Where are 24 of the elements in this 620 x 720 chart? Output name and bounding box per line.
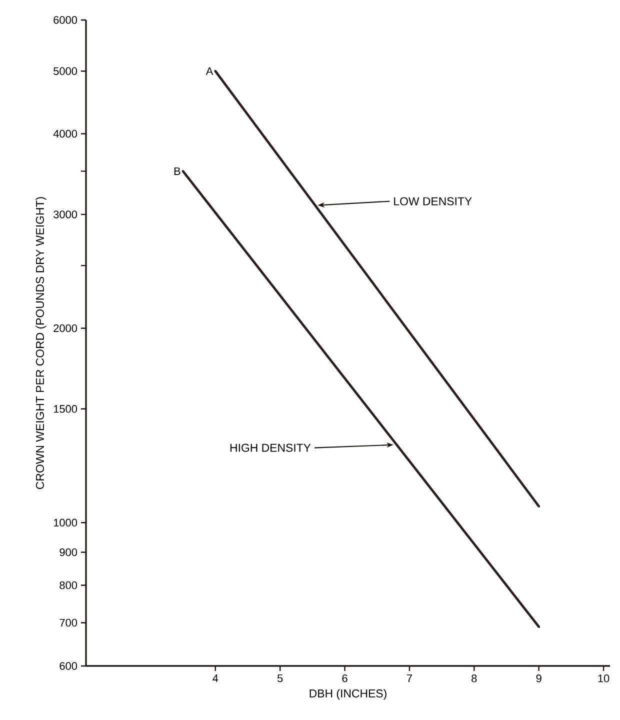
series-label: A [206, 67, 214, 75]
y-tick-label: 5000 [54, 67, 78, 75]
x-tick-label: 8 [472, 674, 477, 682]
x-tick-label: 4 [212, 674, 218, 682]
y-tick-label: 6000 [54, 16, 78, 24]
y-tick-label: 900 [60, 548, 78, 556]
x-tick-label: 5 [277, 674, 283, 682]
series-label: B [174, 167, 180, 175]
y-tick-label: 700 [60, 618, 78, 627]
x-tick-label: 7 [406, 674, 412, 682]
x-tick-label: 10 [598, 674, 610, 682]
x-tick-label: 6 [342, 674, 348, 682]
annotation: LOW DENSITY [394, 197, 472, 206]
y-tick-label: 3000 [54, 210, 78, 218]
y-tick-label: 600 [60, 662, 78, 670]
x-axis-title: DBH (INCHES) [310, 689, 386, 700]
annotation: HIGH DENSITY [230, 444, 311, 452]
y-tick-label: 2000 [54, 324, 78, 332]
y-tick-label: 4000 [53, 130, 78, 138]
y-axis-title: CROWN WEIGHT PER CORD (POUNDS DRY WEIGHT) [36, 197, 46, 489]
x-tick-label: 9 [536, 674, 542, 682]
y-tick-label: 800 [60, 581, 78, 590]
y-tick-label: 1000 [54, 518, 78, 527]
y-tick-label: 1500 [54, 405, 78, 413]
